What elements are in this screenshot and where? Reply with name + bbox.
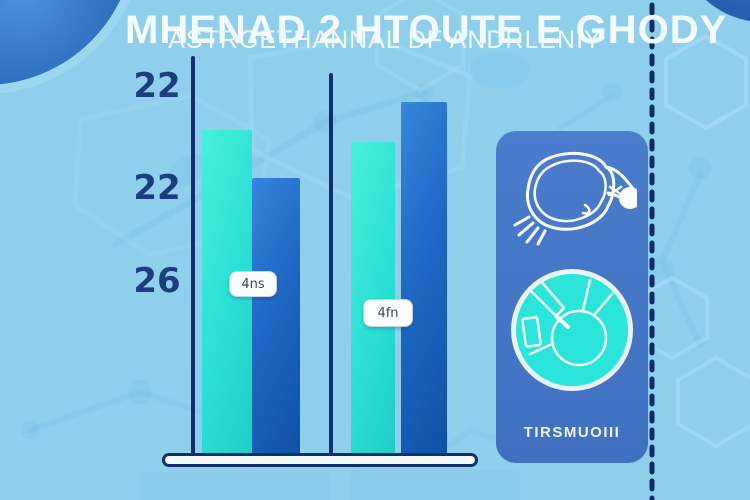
bar-value-tag: 4ns [229,271,277,297]
bar-chart [0,57,750,456]
y-axis-tick: 22 [133,168,181,208]
info-panel: TIRSMUOIII [496,131,648,463]
panel-caption: TIRSMUOIII [523,424,621,441]
y-axis-tick: 22 [133,66,181,106]
bar-blue-group2 [401,102,447,453]
icsi-injection-icon [511,269,633,391]
bar-blue-group1 [252,178,300,453]
y-axis-tick: 26 [133,261,181,301]
x-axis-line [162,453,478,467]
page-subtitle: ASTRGETHANNAL DF ANDRLENIY [168,26,602,54]
bar-teal-group2 [351,142,395,453]
cell-outline-icon [513,152,637,246]
dotted-divider [649,2,655,500]
bar-value-tag: 4fn [363,299,413,327]
group-divider-line [329,73,333,458]
page-title: MHENAD 2 HTOUTE E GHODY [125,7,728,52]
y-axis-line [191,56,195,458]
